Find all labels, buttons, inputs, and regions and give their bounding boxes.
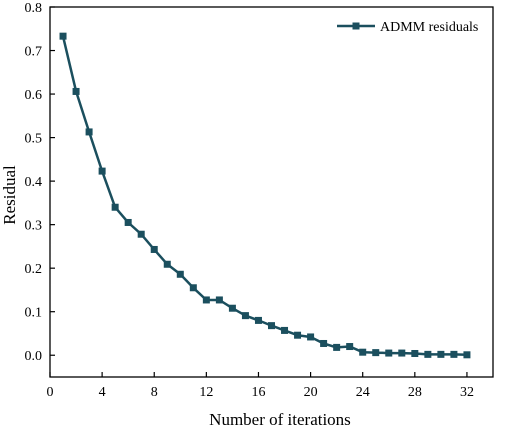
data-point: [398, 349, 406, 357]
x-tick-label: 0: [47, 385, 54, 400]
y-tick-label: 0.7: [25, 45, 43, 60]
legend: ADMM residuals: [337, 20, 478, 35]
data-point: [320, 339, 328, 347]
data-point: [346, 343, 354, 351]
data-point: [228, 304, 236, 312]
data-point: [111, 203, 119, 211]
x-tick-label: 24: [356, 385, 370, 400]
data-point: [424, 350, 432, 358]
data-point: [254, 316, 262, 324]
x-tick-label: 16: [251, 385, 265, 400]
y-tick-label: 0.4: [25, 175, 43, 190]
data-point: [163, 260, 171, 268]
data-point: [59, 32, 67, 40]
data-point: [72, 87, 80, 95]
data-point: [215, 296, 223, 304]
x-tick-label: 8: [151, 385, 158, 400]
series-layer: [59, 32, 471, 359]
data-point: [202, 296, 210, 304]
x-tick-label: 4: [99, 385, 106, 400]
legend-label: ADMM residuals: [380, 20, 478, 35]
data-point: [359, 348, 367, 356]
x-tick-label: 12: [199, 385, 213, 400]
data-point: [124, 218, 132, 226]
plot-area: [49, 6, 494, 378]
y-tick-label: 0.5: [25, 132, 43, 147]
data-point: [463, 351, 471, 359]
data-point: [333, 343, 341, 351]
data-point: [176, 270, 184, 278]
data-point: [294, 331, 302, 339]
x-tick-label: 28: [408, 385, 422, 400]
data-point: [307, 333, 315, 341]
data-point: [137, 230, 145, 238]
y-tick-label: 0.3: [25, 219, 43, 234]
data-point: [268, 322, 275, 330]
data-point: [411, 349, 419, 357]
y-axis-title: Residual: [0, 165, 19, 225]
plot-border: [49, 6, 494, 378]
data-point: [281, 326, 289, 334]
series-line: [61, 35, 467, 357]
y-tick-label: 0.0: [25, 349, 43, 364]
axis-ticks: 0 4 8 12 16 20 24 28 32 0.0 0.1 0.2 0.3 0.4 0.5 0.6 0.7 0…: [25, 1, 474, 400]
data-point: [385, 349, 393, 357]
data-point: [372, 349, 380, 357]
data-point: [450, 350, 458, 358]
y-tick-label: 0.1: [25, 306, 43, 321]
x-tick-label: 32: [460, 385, 474, 400]
y-tick-label: 0.2: [25, 262, 43, 277]
data-point: [98, 167, 106, 175]
data-point: [437, 350, 445, 358]
data-point: [189, 284, 197, 292]
x-tick-label: 20: [304, 385, 318, 400]
data-point: [85, 128, 93, 136]
y-tick-label: 0.6: [25, 88, 43, 103]
legend-marker: [352, 22, 360, 30]
x-axis-title: Number of iterations: [209, 410, 351, 429]
data-point: [241, 312, 249, 320]
y-tick-label: 0.8: [25, 1, 43, 16]
data-point: [150, 245, 158, 253]
